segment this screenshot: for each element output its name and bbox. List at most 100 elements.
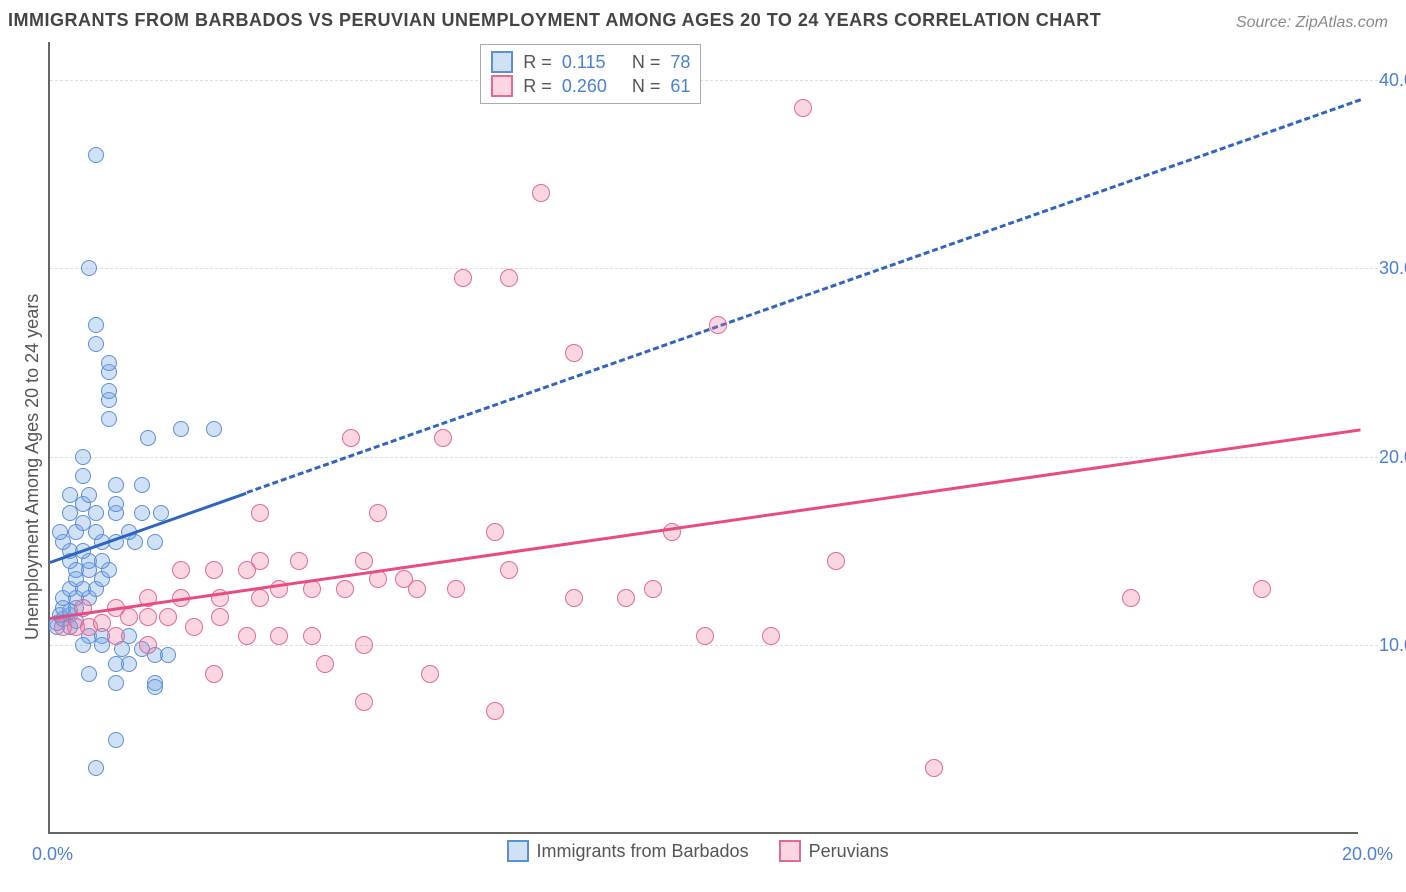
scatter-point: [134, 477, 150, 493]
scatter-point: [75, 468, 91, 484]
y-axis-label: Unemployment Among Ages 20 to 24 years: [22, 294, 43, 640]
scatter-point: [88, 505, 104, 521]
scatter-point: [205, 665, 223, 683]
legend-stat-row: R = 0.115 N = 78: [491, 51, 690, 73]
scatter-point: [81, 487, 97, 503]
scatter-point: [565, 344, 583, 362]
scatter-point: [532, 184, 550, 202]
scatter-point: [94, 553, 110, 569]
scatter-point: [925, 759, 943, 777]
scatter-point: [88, 524, 104, 540]
scatter-point: [1122, 589, 1140, 607]
scatter-point: [696, 627, 714, 645]
gridline: [50, 268, 1378, 269]
gridline: [50, 80, 1378, 81]
trend-line: [246, 99, 1360, 495]
scatter-point: [1253, 580, 1271, 598]
scatter-point: [121, 656, 137, 672]
scatter-point: [147, 534, 163, 550]
x-tick-label: 0.0%: [32, 844, 73, 865]
scatter-point: [762, 627, 780, 645]
scatter-point: [251, 552, 269, 570]
scatter-point: [434, 429, 452, 447]
scatter-point: [486, 702, 504, 720]
scatter-point: [140, 430, 156, 446]
scatter-point: [447, 580, 465, 598]
source-label: Source: ZipAtlas.com: [1236, 14, 1388, 32]
legend-swatch: [779, 840, 801, 862]
scatter-point: [107, 627, 125, 645]
r-label: R =: [523, 52, 552, 73]
scatter-point: [251, 589, 269, 607]
scatter-point: [355, 636, 373, 654]
scatter-point: [88, 336, 104, 352]
legend-swatch: [491, 51, 513, 73]
legend-series-item: Immigrants from Barbados: [507, 840, 749, 862]
legend-stat-row: R = 0.260 N = 61: [491, 75, 690, 97]
scatter-point: [173, 421, 189, 437]
y-tick-label: 30.0%: [1379, 258, 1406, 279]
r-value: 0.115: [562, 52, 622, 73]
legend-series-item: Peruvians: [779, 840, 889, 862]
scatter-point: [160, 647, 176, 663]
scatter-point: [355, 552, 373, 570]
scatter-point: [486, 523, 504, 541]
scatter-point: [62, 487, 78, 503]
y-tick-label: 10.0%: [1379, 635, 1406, 656]
legend-series-label: Peruvians: [809, 841, 889, 862]
scatter-point: [270, 627, 288, 645]
scatter-point: [139, 636, 157, 654]
scatter-point: [81, 260, 97, 276]
scatter-point: [172, 561, 190, 579]
r-value: 0.260: [562, 76, 622, 97]
legend-correlation-stats: R = 0.115 N = 78 R = 0.260 N = 61: [480, 44, 701, 104]
scatter-point: [316, 655, 334, 673]
scatter-point: [238, 627, 256, 645]
gridline: [50, 645, 1378, 646]
scatter-point: [101, 411, 117, 427]
scatter-point: [88, 317, 104, 333]
scatter-point: [75, 637, 91, 653]
y-tick-label: 40.0%: [1379, 70, 1406, 91]
scatter-point: [827, 552, 845, 570]
scatter-point: [108, 675, 124, 691]
n-label: N =: [632, 76, 661, 97]
legend-swatch: [507, 840, 529, 862]
scatter-point: [251, 504, 269, 522]
scatter-point: [336, 580, 354, 598]
scatter-point: [88, 147, 104, 163]
scatter-point: [342, 429, 360, 447]
n-value: 78: [670, 52, 690, 73]
scatter-point: [159, 608, 177, 626]
scatter-point: [139, 608, 157, 626]
scatter-point: [206, 421, 222, 437]
scatter-point: [290, 552, 308, 570]
n-value: 61: [670, 76, 690, 97]
scatter-point: [205, 561, 223, 579]
scatter-point: [108, 477, 124, 493]
legend-series-label: Immigrants from Barbados: [537, 841, 749, 862]
scatter-point: [500, 269, 518, 287]
correlation-chart: IMMIGRANTS FROM BARBADOS VS PERUVIAN UNE…: [0, 0, 1406, 892]
scatter-point: [500, 561, 518, 579]
scatter-point: [408, 580, 426, 598]
scatter-point: [355, 693, 373, 711]
scatter-point: [81, 666, 97, 682]
scatter-point: [211, 608, 229, 626]
chart-title: IMMIGRANTS FROM BARBADOS VS PERUVIAN UNE…: [8, 10, 1101, 31]
scatter-point: [101, 383, 117, 399]
n-label: N =: [632, 52, 661, 73]
scatter-point: [185, 618, 203, 636]
y-tick-label: 20.0%: [1379, 447, 1406, 468]
scatter-point: [134, 505, 150, 521]
scatter-point: [108, 496, 124, 512]
scatter-point: [794, 99, 812, 117]
scatter-point: [369, 504, 387, 522]
scatter-point: [147, 679, 163, 695]
scatter-point: [709, 316, 727, 334]
scatter-point: [644, 580, 662, 598]
scatter-point: [101, 355, 117, 371]
r-label: R =: [523, 76, 552, 97]
scatter-point: [421, 665, 439, 683]
scatter-point: [565, 589, 583, 607]
